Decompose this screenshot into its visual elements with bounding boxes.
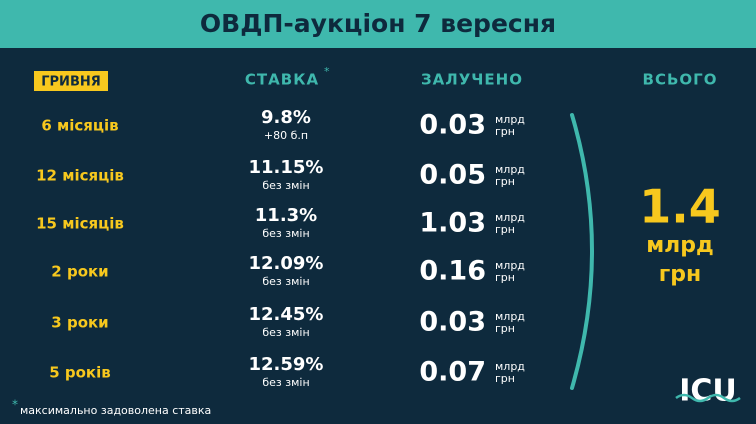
amount: 0.16 [419,256,486,287]
amount-unit: грн [495,175,515,188]
rate-note: без змін [262,326,309,339]
rate-note: без змін [262,179,309,192]
rate-note: без змін [262,275,309,288]
footnote-marker: * [12,398,18,412]
amount-unit: млрд [495,113,525,126]
amount-unit: грн [495,322,515,335]
total-value: 1.4 [639,180,721,234]
amount-unit: грн [495,372,515,385]
rate: 12.59% [249,354,324,375]
amount: 0.07 [419,357,486,388]
total-unit: млрд [646,233,714,258]
currency-header: ГРИВНЯ [41,75,101,90]
rate: 11.3% [255,205,317,226]
amount-unit: грн [495,271,515,284]
amount-unit: млрд [495,259,525,272]
rate: 9.8% [261,107,311,128]
rate: 12.45% [249,304,324,325]
logo: ICU [679,374,737,409]
amount-unit: грн [495,223,515,236]
amount-unit: млрд [495,163,525,176]
total-unit: грн [659,262,701,287]
amount-unit: млрд [495,310,525,323]
rate-note: +80 б.п [264,129,308,142]
rate: 12.09% [249,253,324,274]
amount: 0.05 [419,160,486,191]
amount-unit: млрд [495,211,525,224]
amount-unit: млрд [495,360,525,373]
rate-header: СТАВКА [245,71,319,89]
bracket [570,113,594,390]
total-header: ВСЬОГО [643,71,718,89]
term: 5 років [49,364,111,382]
amount: 0.03 [419,307,486,338]
term: 6 місяців [41,117,118,135]
raised-header: ЗАЛУЧЕНО [421,71,523,89]
amount: 0.03 [419,110,486,141]
logo-wave [675,393,741,403]
rate: 11.15% [249,157,324,178]
footnote: максимально задоволена ставка [20,404,211,417]
rate-note: без змін [262,376,309,389]
title: ОВДП-аукціон 7 вересня [200,9,556,38]
currency-badge [34,71,108,91]
amount-unit: грн [495,125,515,138]
rate-note: без змін [262,227,309,240]
rate-marker: * [324,65,330,78]
amount: 1.03 [419,208,486,239]
term: 15 місяців [36,215,124,233]
term: 3 роки [51,314,108,332]
term: 12 місяців [36,167,124,185]
header-band [0,0,756,48]
term: 2 роки [51,263,108,281]
